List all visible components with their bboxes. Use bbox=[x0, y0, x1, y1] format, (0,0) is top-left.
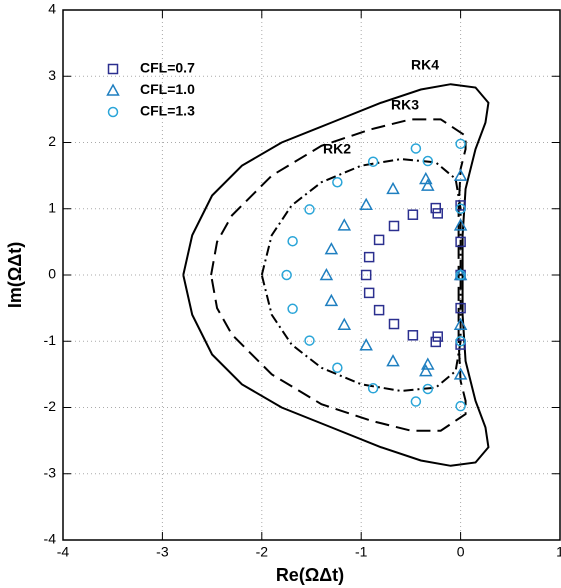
marker bbox=[455, 302, 466, 314]
marker bbox=[287, 303, 298, 315]
marker bbox=[421, 357, 435, 370]
y-tick-label: -4 bbox=[44, 531, 57, 547]
y-tick-label: 0 bbox=[48, 266, 56, 282]
y-tick-label: 1 bbox=[48, 199, 56, 215]
marker bbox=[304, 335, 315, 346]
marker bbox=[337, 317, 352, 330]
marker bbox=[363, 287, 375, 299]
stability-curve bbox=[210, 118, 467, 432]
marker bbox=[453, 168, 468, 181]
marker bbox=[360, 269, 372, 281]
stability-curve bbox=[260, 158, 462, 392]
marker bbox=[430, 336, 441, 348]
marker bbox=[388, 318, 400, 330]
marker bbox=[407, 330, 419, 341]
x-tick-label: -4 bbox=[57, 544, 70, 560]
marker bbox=[373, 304, 385, 316]
marker bbox=[287, 235, 298, 247]
marker bbox=[359, 338, 373, 351]
curve-label: RK2 bbox=[323, 141, 351, 157]
marker bbox=[422, 383, 434, 395]
marker bbox=[281, 269, 292, 281]
marker bbox=[430, 202, 441, 214]
marker bbox=[407, 209, 419, 220]
marker bbox=[455, 339, 466, 350]
stability-curve bbox=[182, 83, 490, 467]
y-tick-label: 2 bbox=[48, 133, 56, 149]
legend-marker bbox=[106, 83, 120, 96]
marker bbox=[337, 218, 352, 231]
x-tick-label: -1 bbox=[355, 544, 368, 560]
y-tick-label: 4 bbox=[48, 1, 56, 17]
marker bbox=[324, 293, 339, 307]
marker bbox=[455, 269, 466, 281]
marker bbox=[388, 220, 400, 232]
marker bbox=[419, 364, 433, 377]
marker bbox=[324, 242, 339, 255]
curve-label: RK3 bbox=[391, 97, 419, 113]
marker bbox=[363, 251, 375, 263]
marker bbox=[453, 317, 468, 330]
marker bbox=[304, 204, 315, 215]
y-tick-label: -2 bbox=[44, 398, 57, 414]
marker bbox=[422, 155, 434, 167]
marker bbox=[455, 203, 466, 214]
marker bbox=[432, 208, 443, 219]
marker bbox=[410, 143, 422, 154]
y-tick-label: -1 bbox=[44, 332, 57, 348]
marker bbox=[453, 218, 468, 231]
x-tick-label: -2 bbox=[256, 544, 269, 560]
marker bbox=[432, 331, 443, 342]
marker bbox=[455, 236, 466, 248]
y-tick-label: 3 bbox=[48, 67, 56, 83]
marker bbox=[359, 197, 373, 211]
marker bbox=[319, 267, 334, 281]
marker bbox=[421, 178, 435, 191]
marker bbox=[386, 354, 400, 367]
legend-label: CFL=0.7 bbox=[140, 60, 195, 76]
plot-frame bbox=[62, 9, 561, 541]
marker bbox=[386, 181, 400, 195]
marker bbox=[410, 396, 422, 407]
x-tick-label: -3 bbox=[156, 544, 169, 560]
marker bbox=[455, 138, 466, 150]
marker bbox=[455, 400, 466, 412]
y-axis-title: Im(ΩΔt) bbox=[5, 242, 25, 308]
x-tick-label: 1 bbox=[556, 544, 561, 560]
marker bbox=[367, 156, 379, 167]
legend-marker bbox=[107, 106, 119, 118]
marker bbox=[455, 200, 466, 211]
marker bbox=[332, 362, 343, 373]
legend-label: CFL=1.3 bbox=[140, 103, 195, 119]
marker bbox=[373, 234, 385, 246]
x-axis-title: Re(ΩΔt) bbox=[276, 565, 344, 585]
marker bbox=[367, 383, 379, 394]
curve-label: RK4 bbox=[411, 57, 439, 73]
marker bbox=[455, 336, 466, 347]
y-tick-label: -3 bbox=[44, 464, 57, 480]
marker bbox=[332, 177, 343, 188]
legend-marker bbox=[107, 63, 119, 75]
marker bbox=[453, 367, 468, 380]
x-tick-label: 0 bbox=[457, 544, 465, 560]
legend-label: CFL=1.0 bbox=[140, 81, 195, 97]
